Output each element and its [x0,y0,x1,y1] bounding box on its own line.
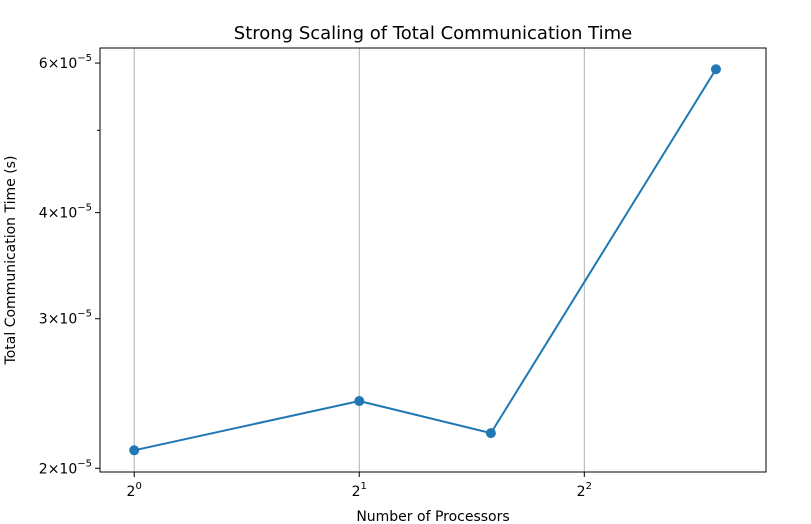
plot-frame [99,47,767,473]
y-tick-label: 6×10−5 [39,53,92,72]
chart-title: Strong Scaling of Total Communication Ti… [234,23,632,44]
x-tick-label: 20 [127,481,142,500]
y-tick-label: 2×10−5 [39,458,92,477]
series-line [133,68,717,452]
y-tick-label: 4×10−5 [39,203,92,222]
grid-lines [133,48,585,472]
data-point [710,64,721,75]
y-tick-label: 3×10−5 [39,309,92,328]
data-point [485,428,496,439]
x-axis-label: Number of Processors [356,509,509,524]
data-point [129,445,140,456]
x-axis: 20 21 22 [127,472,592,500]
series-layer [129,64,721,456]
y-axis: 2×10−5 3×10−5 4×10−5 6×10−5 [39,53,100,477]
x-tick-label: 21 [352,481,367,500]
data-point [354,396,365,407]
y-axis-label: Total Communication Time (s) [3,156,19,366]
x-tick-label: 22 [577,481,592,500]
